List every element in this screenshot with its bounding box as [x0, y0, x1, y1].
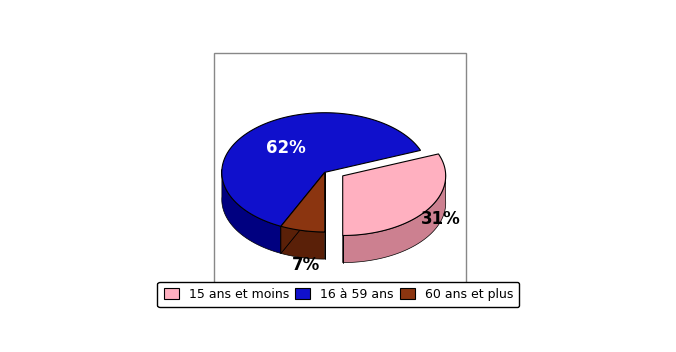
Legend: 15 ans et moins, 16 à 59 ans, 60 ans et plus: 15 ans et moins, 16 à 59 ans, 60 ans et … — [158, 282, 519, 307]
Polygon shape — [222, 113, 420, 226]
Polygon shape — [343, 154, 445, 235]
Text: 62%: 62% — [266, 139, 306, 157]
FancyBboxPatch shape — [214, 53, 466, 291]
Polygon shape — [281, 172, 324, 232]
Polygon shape — [343, 173, 445, 263]
Polygon shape — [222, 169, 281, 253]
Polygon shape — [281, 172, 324, 253]
Polygon shape — [281, 226, 324, 259]
Polygon shape — [281, 172, 324, 253]
Text: 7%: 7% — [291, 257, 320, 275]
Text: 31%: 31% — [420, 210, 460, 228]
